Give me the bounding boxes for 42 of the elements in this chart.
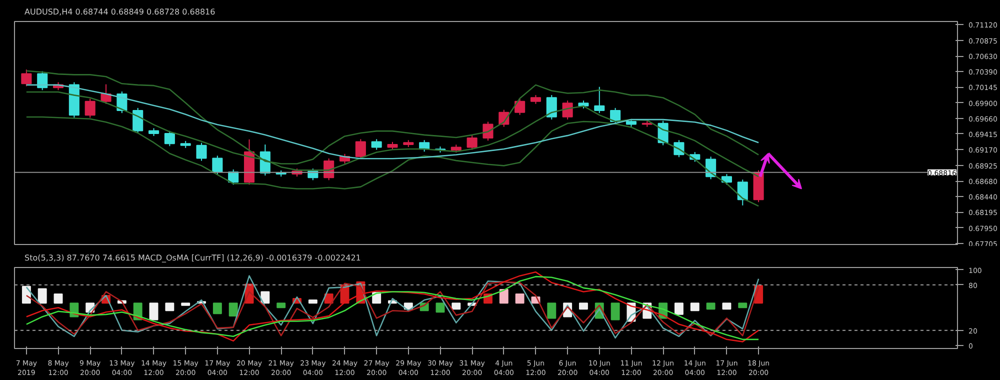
candlestick	[355, 138, 366, 160]
bar	[515, 293, 524, 304]
bar	[260, 291, 270, 304]
bar	[54, 293, 63, 304]
chart-title: Sto(5,3,3) 87.7670 74.6615 MACD_OsMA [CurrTF] (12,26,9) -0.0016379 -0.0022421	[24, 254, 361, 262]
chart-title: AUDUSD,H4 0.68744 0.68849 0.68728 0.68816	[24, 8, 216, 16]
candlestick	[371, 138, 382, 150]
bar	[436, 302, 445, 313]
bar	[212, 302, 222, 314]
bar	[690, 302, 700, 312]
bar	[610, 302, 620, 320]
candlestick	[196, 142, 207, 162]
bar	[579, 302, 588, 310]
bar	[722, 302, 732, 310]
bar	[547, 302, 556, 319]
bar	[228, 302, 238, 316]
candlestick	[546, 94, 557, 120]
candlestick	[466, 135, 478, 150]
candlestick	[132, 107, 144, 134]
bar	[674, 302, 684, 315]
candlestick	[212, 155, 223, 176]
bar	[181, 302, 190, 306]
candlestick	[737, 179, 748, 206]
candlestick	[84, 98, 96, 118]
candlestick	[37, 70, 48, 91]
candlestick	[164, 130, 175, 147]
candlestick	[721, 174, 732, 186]
candlestick	[482, 121, 494, 142]
candlestick	[514, 98, 526, 116]
bar	[499, 288, 508, 304]
bar	[38, 288, 47, 304]
bar	[149, 302, 158, 320]
bar	[165, 302, 174, 312]
candlestick	[100, 84, 112, 104]
candlestick	[21, 69, 32, 87]
bar	[706, 302, 716, 310]
bar	[738, 302, 748, 308]
bar	[452, 302, 461, 310]
candlestick	[594, 86, 605, 114]
bar	[276, 302, 286, 308]
candlestick	[562, 100, 573, 120]
bar	[308, 300, 318, 304]
